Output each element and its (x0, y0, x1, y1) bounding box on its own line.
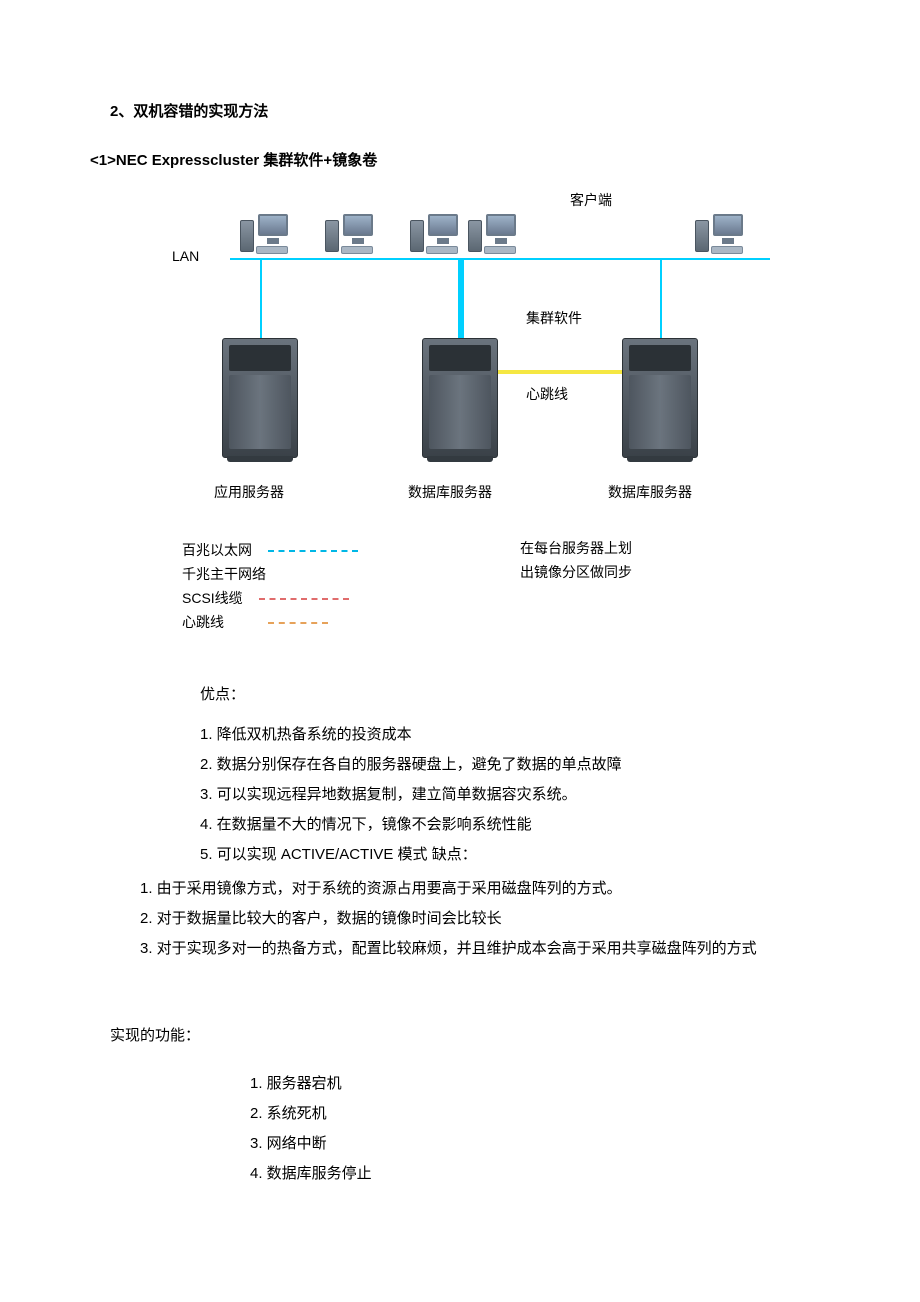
legend-eth100: 百兆以太网 (182, 538, 358, 562)
legend: 百兆以太网 千兆主干网络 SCSI线缆 心跳线 (182, 538, 358, 634)
heading-solution-1: <1>NEC Expresscluster 集群软件+镜象卷 (90, 149, 810, 170)
client-pc (468, 214, 524, 254)
mirror-note-l1: 在每台服务器上划 (520, 536, 632, 560)
advantages-item: 2. 数据分别保存在各自的服务器硬盘上，避免了数据的单点故障 (200, 750, 790, 780)
disadvantages-item: 3. 对于实现多对一的热备方式，配置比较麻烦，并且维护成本会高于采用共享磁盘阵列… (140, 934, 810, 964)
client-pc (410, 214, 466, 254)
label-heartbeat: 心跳线 (526, 384, 568, 404)
caption-db2-server: 数据库服务器 (608, 482, 692, 502)
legend-heartbeat-label: 心跳线 (182, 614, 224, 630)
functions-item: 2. 系统死机 (250, 1099, 810, 1129)
uplink-db2 (660, 258, 662, 338)
advantages-item: 4. 在数据量不大的情况下，镜像不会影响系统性能 (200, 810, 790, 840)
topology-diagram: 客户端 LAN 集群软件 心跳线 应用服务器 数据库服务器 数据库服务器 百兆以… (150, 190, 850, 650)
functions-item: 1. 服务器宕机 (250, 1069, 810, 1099)
legend-scsi: SCSI线缆 (182, 586, 358, 610)
advantages-list: 1. 降低双机热备系统的投资成本 2. 数据分别保存在各自的服务器硬盘上，避免了… (200, 720, 790, 870)
disadvantages-list: 1. 由于采用镜像方式，对于系统的资源占用要高于采用磁盘阵列的方式。 2. 对于… (140, 874, 810, 964)
legend-eth100-label: 百兆以太网 (182, 542, 252, 558)
server-db2 (622, 338, 698, 458)
document-page: 2、双机容错的实现方法 <1>NEC Expresscluster 集群软件+镜… (0, 0, 920, 1249)
functions-item: 3. 网络中断 (250, 1129, 810, 1159)
caption-db1-server: 数据库服务器 (408, 482, 492, 502)
disadvantages-section: 1. 由于采用镜像方式，对于系统的资源占用要高于采用磁盘阵列的方式。 2. 对于… (140, 874, 810, 964)
advantages-item: 5. 可以实现 ACTIVE/ACTIVE 模式 缺点： (200, 840, 790, 870)
caption-app-server: 应用服务器 (214, 482, 284, 502)
advantages-item: 1. 降低双机热备系统的投资成本 (200, 720, 790, 750)
legend-scsi-label: SCSI线缆 (182, 590, 243, 606)
legend-heartbeat: 心跳线 (182, 610, 358, 634)
server-db1 (422, 338, 498, 458)
legend-gig: 千兆主干网络 (182, 562, 358, 586)
advantages-item: 3. 可以实现远程异地数据复制，建立简单数据容灾系统。 (200, 780, 790, 810)
advantages-section: 优点： 1. 降低双机热备系统的投资成本 2. 数据分别保存在各自的服务器硬盘上… (200, 680, 790, 870)
advantages-title: 优点： (200, 680, 790, 710)
client-pc (325, 214, 381, 254)
legend-gig-label: 千兆主干网络 (182, 566, 266, 582)
lan-line (230, 258, 770, 260)
client-pc (695, 214, 751, 254)
client-pc (240, 214, 296, 254)
functions-list: 1. 服务器宕机 2. 系统死机 3. 网络中断 4. 数据库服务停止 (250, 1069, 810, 1189)
label-cluster-software: 集群软件 (526, 308, 582, 328)
server-app (222, 338, 298, 458)
mirror-note-l2: 出镜像分区做同步 (520, 560, 632, 584)
heading-method: 2、双机容错的实现方法 (110, 100, 810, 121)
uplink-db1 (458, 258, 464, 338)
functions-title: 实现的功能： (110, 1024, 810, 1045)
label-client: 客户端 (570, 190, 612, 210)
functions-item: 4. 数据库服务停止 (250, 1159, 810, 1189)
disadvantages-item: 2. 对于数据量比较大的客户，数据的镜像时间会比较长 (140, 904, 810, 934)
disadvantages-item: 1. 由于采用镜像方式，对于系统的资源占用要高于采用磁盘阵列的方式。 (140, 874, 810, 904)
mirror-note: 在每台服务器上划 出镜像分区做同步 (520, 536, 632, 584)
label-lan: LAN (172, 248, 199, 264)
uplink-app (260, 258, 262, 338)
heartbeat-line (498, 370, 622, 374)
